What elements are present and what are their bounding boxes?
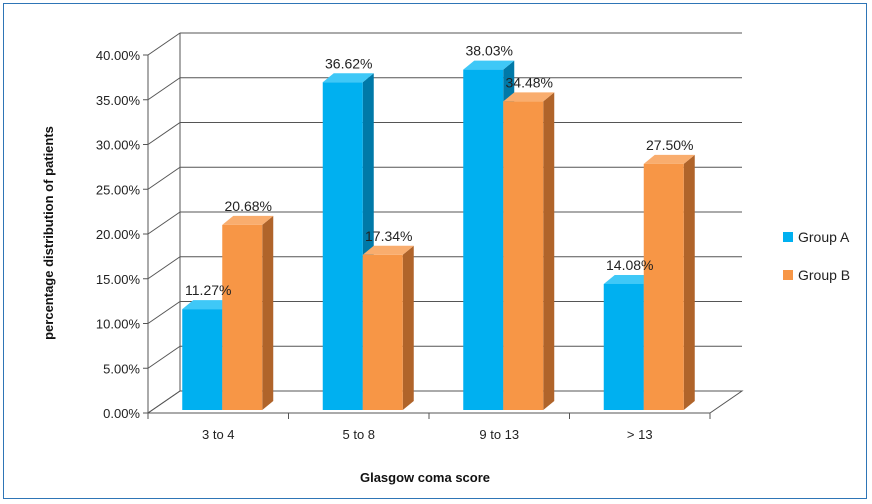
bar-front xyxy=(322,82,363,410)
bar-group-b xyxy=(222,215,274,410)
data-label: 20.68% xyxy=(225,198,272,214)
bar-front xyxy=(503,101,544,411)
gridline-diagonal xyxy=(147,122,181,145)
gridline-diagonal xyxy=(147,32,181,56)
gridline-diagonal xyxy=(147,211,181,235)
bar-top xyxy=(463,60,515,70)
bar-top xyxy=(503,92,555,102)
y-tick-labels: 0.00% 5.00% 10.00% 15.00% 20.00% 25.00% 30.00%… xyxy=(96,48,148,421)
bar-front xyxy=(603,283,644,410)
data-labels: 11.27% 20.68% 36.62% 17.34% 38.03% 34.48% 14.0… xyxy=(185,43,693,299)
data-label: 14.08% xyxy=(606,257,653,273)
y-tick-label: 0.00% xyxy=(103,406,140,421)
bar-front xyxy=(362,254,403,410)
bar-side xyxy=(683,154,695,410)
bar-group-b xyxy=(503,92,555,411)
legend-swatch xyxy=(783,270,793,280)
legend-swatch xyxy=(783,232,793,242)
x-tick-label: > 13 xyxy=(627,427,653,442)
bar-front xyxy=(643,163,684,410)
x-tick-label: 9 to 13 xyxy=(479,427,519,442)
bar-top xyxy=(643,154,695,164)
bar-top xyxy=(222,215,274,225)
gridline-diagonal xyxy=(147,77,181,101)
gridline-diagonal xyxy=(147,301,181,324)
bar-front xyxy=(463,69,504,410)
bar-group-b xyxy=(643,154,695,410)
bar-top xyxy=(603,274,655,284)
bar-group-b xyxy=(362,245,414,410)
bar-top xyxy=(362,245,414,255)
data-label: 36.62% xyxy=(325,55,372,71)
y-tick-label: 40.00% xyxy=(96,48,141,63)
bars xyxy=(182,60,695,411)
x-tick-labels: 3 to 4 5 to 8 9 to 13 > 13 xyxy=(147,413,711,442)
y-tick-label: 35.00% xyxy=(96,93,141,108)
gridline-diagonal xyxy=(147,256,181,280)
x-tick-label: 5 to 8 xyxy=(342,427,375,442)
y-tick-label: 25.00% xyxy=(96,182,141,197)
chart-frame xyxy=(3,3,867,499)
data-label: 27.50% xyxy=(646,137,693,153)
bar-top xyxy=(182,300,234,310)
data-label: 17.34% xyxy=(365,228,412,244)
gridline-diagonal xyxy=(147,345,181,369)
y-tick-label: 30.00% xyxy=(96,138,141,153)
legend-label: Group A xyxy=(798,229,850,245)
gridline-diagonal xyxy=(147,166,181,190)
x-axis-title: Glasgow coma score xyxy=(360,470,490,485)
legend: Group A Group B xyxy=(783,229,850,283)
x-tick-label: 3 to 4 xyxy=(202,427,235,442)
data-label: 34.48% xyxy=(506,74,553,90)
gridline-diagonal xyxy=(147,390,181,414)
data-label: 38.03% xyxy=(466,43,513,59)
y-tick-label: 20.00% xyxy=(96,227,141,242)
y-tick-label: 10.00% xyxy=(96,317,141,332)
y-axis-title: percentage distribution of patients xyxy=(41,126,56,340)
bar-front xyxy=(222,224,263,410)
y-tick-label: 5.00% xyxy=(103,361,140,376)
bar-front xyxy=(182,309,223,410)
bar-side xyxy=(543,92,555,411)
bar-side xyxy=(262,215,274,410)
legend-label: Group B xyxy=(798,267,850,283)
y-tick-label: 15.00% xyxy=(96,272,141,287)
bar-top xyxy=(322,73,374,83)
bar-side xyxy=(402,245,414,410)
data-label: 11.27% xyxy=(185,282,231,298)
